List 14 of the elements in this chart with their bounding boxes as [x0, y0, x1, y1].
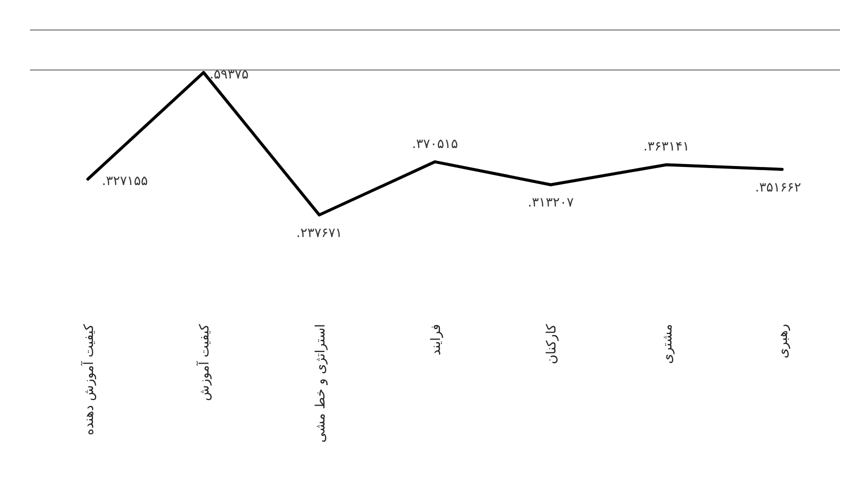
- data-label: .۳۵۱۶۶۲: [755, 180, 802, 196]
- data-label: .۳۲۷۱۵۵: [102, 174, 148, 190]
- x-tick-label: فرایند: [429, 324, 444, 356]
- data-label: .۳۱۳۲۰۷: [528, 196, 574, 211]
- x-tick-label: کیفیت آموزش دهنده: [80, 323, 97, 436]
- data-label: .۳۶۳۱۴۱: [643, 140, 690, 155]
- data-label: .۳۷۰۵۱۵: [412, 136, 458, 152]
- data-label: .۵۹۳۷۵: [210, 68, 249, 82]
- x-tick-label: مشتری: [660, 324, 676, 364]
- x-tick-label: کیفیت آموزش: [196, 323, 213, 401]
- x-tick-label: رهبری: [776, 324, 792, 358]
- x-tick-label: استراتژی و خط مشی: [313, 324, 328, 443]
- x-tick-label: کارکنان: [544, 323, 560, 364]
- data-label: .۲۳۷۶۷۱: [296, 226, 342, 241]
